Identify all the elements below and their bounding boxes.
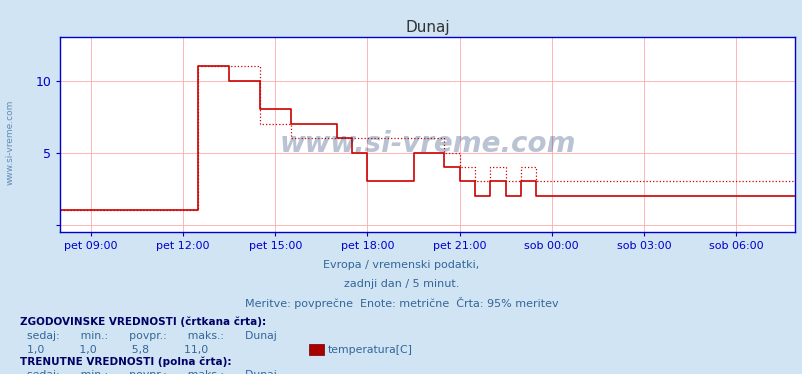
Text: www.si-vreme.com: www.si-vreme.com <box>5 99 14 185</box>
Text: temperatura[C]: temperatura[C] <box>327 345 412 355</box>
Text: 1,0          1,0          5,8          11,0: 1,0 1,0 5,8 11,0 <box>20 345 208 355</box>
Text: Evropa / vremenski podatki,: Evropa / vremenski podatki, <box>323 260 479 270</box>
Text: www.si-vreme.com: www.si-vreme.com <box>279 131 575 158</box>
Text: ZGODOVINSKE VREDNOSTI (črtkana črta):: ZGODOVINSKE VREDNOSTI (črtkana črta): <box>20 316 266 327</box>
Text: sedaj:      min.:      povpr.:      maks.:      Dunaj: sedaj: min.: povpr.: maks.: Dunaj <box>20 370 277 374</box>
Text: zadnji dan / 5 minut.: zadnji dan / 5 minut. <box>343 279 459 289</box>
Text: Meritve: povprečne  Enote: metrične  Črta: 95% meritev: Meritve: povprečne Enote: metrične Črta:… <box>245 297 557 309</box>
Text: sedaj:      min.:      povpr.:      maks.:      Dunaj: sedaj: min.: povpr.: maks.: Dunaj <box>20 331 277 341</box>
Text: TRENUTNE VREDNOSTI (polna črta):: TRENUTNE VREDNOSTI (polna črta): <box>20 356 231 367</box>
Title: Dunaj: Dunaj <box>405 20 449 35</box>
